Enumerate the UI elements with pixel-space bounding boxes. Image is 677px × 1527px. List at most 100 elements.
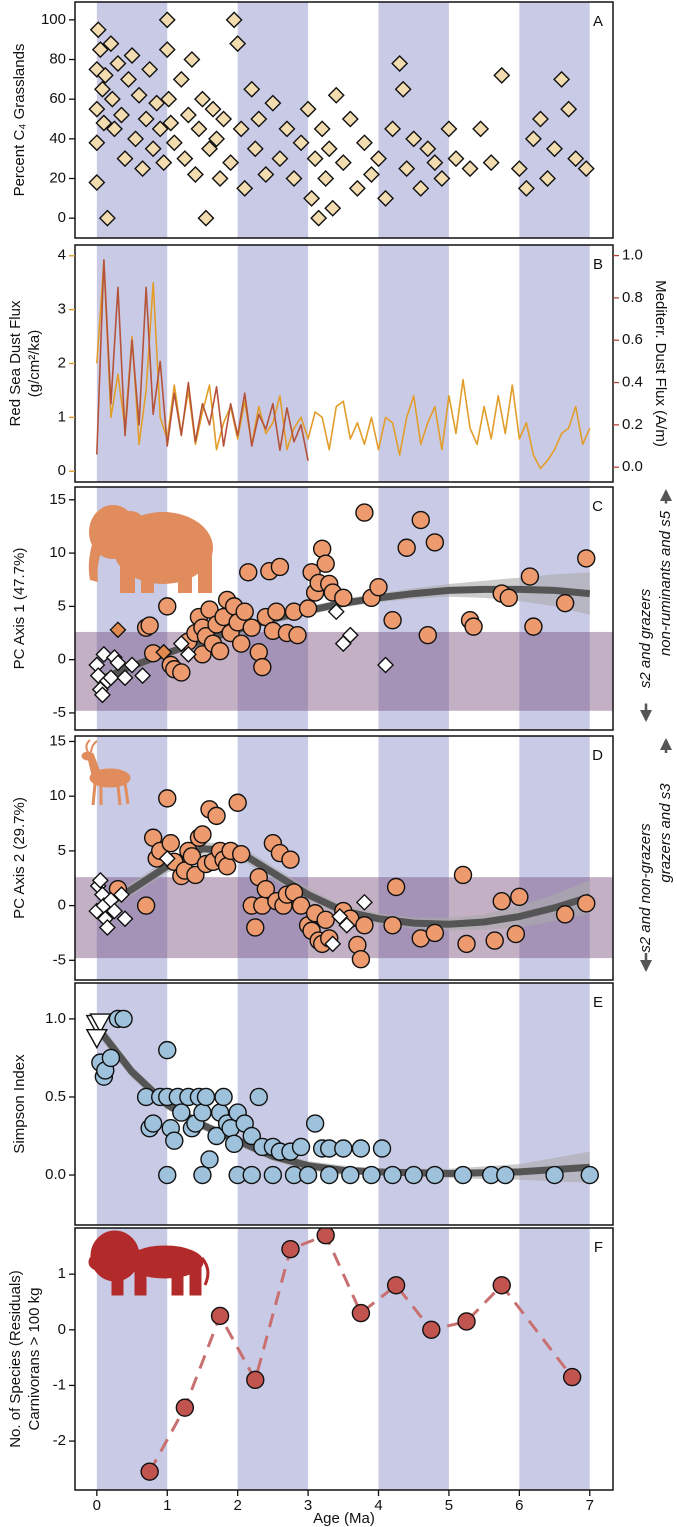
data-point (158, 850, 176, 868)
data-point (214, 1087, 233, 1107)
data-point (461, 160, 479, 178)
data-point (98, 918, 116, 936)
data-point (225, 11, 243, 29)
data-point (341, 1165, 360, 1185)
data-point (222, 154, 240, 172)
x-tick-label: 5 (445, 1497, 453, 1514)
data-point (545, 1165, 564, 1185)
data-point (411, 510, 430, 530)
data-point (143, 1114, 163, 1133)
data-point (310, 209, 328, 227)
x-tick-label: 3 (304, 1497, 312, 1514)
data-line (96, 259, 309, 461)
data-point (316, 1228, 335, 1245)
data-point (453, 865, 473, 885)
data-point (288, 625, 307, 645)
data-point (246, 1370, 265, 1390)
y-tick-label: 0 (58, 651, 66, 668)
y-axis-label: Carnivorans > 100 kg (26, 1288, 43, 1431)
data-point (235, 602, 254, 621)
data-point (386, 1276, 406, 1295)
data-point (246, 918, 265, 937)
data-point (190, 120, 208, 138)
data-point (193, 90, 211, 108)
data-point (253, 657, 272, 677)
silhouette-part (120, 555, 135, 593)
y-tick-label: 0 (58, 209, 66, 226)
data-point (316, 554, 335, 573)
data-point (140, 616, 159, 635)
x-tick-label: 1 (163, 1497, 171, 1514)
data-line (148, 1233, 574, 1473)
data-point (88, 100, 106, 118)
silhouette-part (120, 510, 149, 554)
data-point (201, 140, 218, 158)
data-point (89, 1013, 112, 1034)
data-point (291, 896, 311, 915)
age-band (378, 1228, 449, 1490)
data-point (267, 602, 286, 621)
data-point (306, 150, 324, 168)
data-point (348, 179, 366, 197)
data-point (249, 1087, 268, 1107)
data-point (158, 1040, 177, 1060)
data-point (341, 110, 359, 128)
confidence-band (96, 1018, 590, 1183)
y-tick-label: 15 (49, 491, 66, 508)
data-point (207, 1126, 226, 1146)
data-point (172, 1103, 191, 1122)
silhouette-part (189, 1264, 202, 1296)
data-point (520, 567, 540, 586)
data-point (453, 1165, 473, 1185)
antelope-silhouette (81, 739, 131, 806)
data-point (160, 90, 178, 108)
data-point (105, 902, 123, 920)
data-point (299, 100, 317, 118)
data-point (425, 1165, 445, 1185)
data-point (175, 1398, 195, 1417)
data-point (231, 634, 251, 653)
data-point (165, 1131, 184, 1150)
data-point (555, 593, 575, 613)
silhouette-part (200, 1257, 210, 1286)
data-point (93, 80, 111, 98)
silhouette-part (91, 782, 130, 806)
data-point (112, 106, 130, 124)
data-point (485, 931, 504, 950)
silhouette-part (198, 552, 212, 593)
data-point (372, 1139, 392, 1158)
data-point (334, 1139, 353, 1158)
panel-letter: C (592, 498, 603, 515)
y2-tick-label: 0.4 (622, 374, 643, 391)
data-point (562, 1367, 582, 1387)
data-point (355, 916, 374, 935)
data-point (524, 617, 543, 636)
data-point (341, 626, 359, 644)
age-band (237, 2, 309, 238)
arrow-head (660, 738, 672, 750)
data-point (109, 54, 127, 72)
data-point (105, 120, 123, 138)
data-point (246, 140, 264, 158)
data-point (249, 642, 268, 662)
silhouette-part (81, 751, 95, 761)
data-point (492, 892, 511, 911)
data-point (144, 140, 162, 158)
data-point (394, 80, 412, 98)
data-point (158, 41, 176, 59)
y-tick-label: 80 (49, 50, 66, 67)
silhouette-part (111, 1267, 124, 1296)
data-point (136, 896, 156, 915)
data-point (193, 1165, 212, 1185)
y2-tick-label: 0.6 (622, 331, 643, 348)
data-point (151, 120, 169, 138)
data-point (383, 916, 402, 935)
y-axis-label: Red Sea Dust Flux (7, 300, 24, 426)
panel-frame (74, 735, 614, 981)
y-tick-label: -2 (53, 1432, 66, 1449)
data-point (96, 66, 114, 84)
data-point (553, 70, 571, 88)
data-point (298, 599, 318, 618)
data-point (239, 563, 258, 582)
